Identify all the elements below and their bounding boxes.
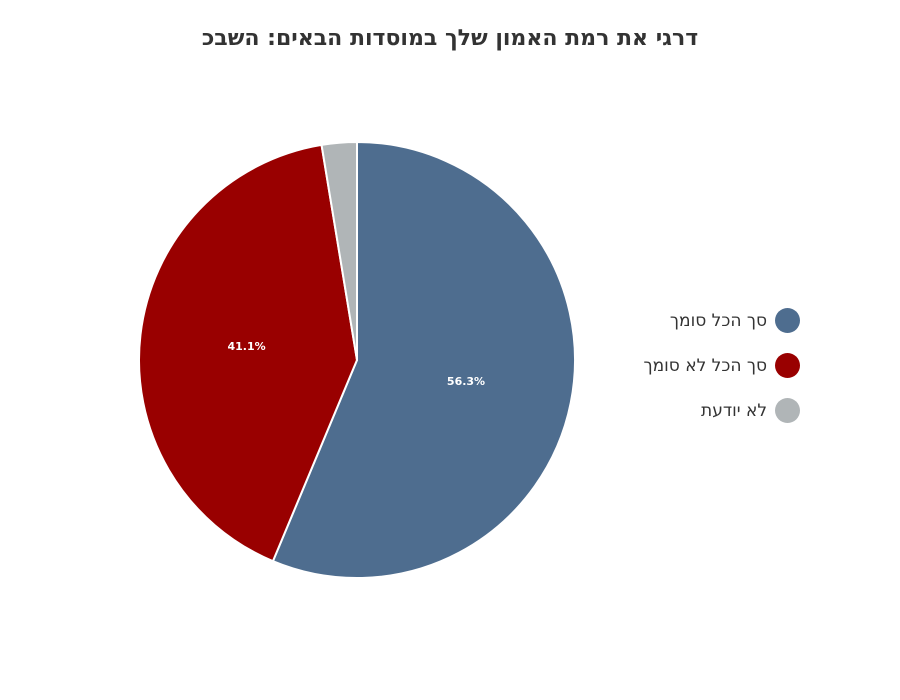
legend-label-total-trust: סך הכל סומך [669,310,767,331]
legend-swatch-total-trust [775,308,800,333]
pie-slice-total-distrust[interactable] [138,143,358,563]
chart-title: דרגי את רמת האמון שלך במוסדות הבאים: השב… [201,26,699,51]
legend-item-dont-know[interactable]: לא יודעת [644,388,800,433]
slice-label-total-distrust: 41.1% [227,340,265,353]
pie-slice-dont-know[interactable] [320,141,358,361]
legend-item-total-trust[interactable]: סך הכל סומך [644,298,800,343]
legend-swatch-total-distrust [775,353,800,378]
legend-label-total-distrust: סך הכל לא סומך [643,355,768,376]
legend-item-total-distrust[interactable]: סך הכל לא סומך [643,343,800,388]
legend-label-dont-know: לא יודעת [701,400,767,421]
legend: סך הכל סומך סך הכל לא סומך לא יודעת [643,298,800,433]
pie-slice-total-trust[interactable] [271,141,576,579]
legend-swatch-dont-know [775,398,800,423]
slice-label-total-trust: 56.3% [447,375,485,388]
